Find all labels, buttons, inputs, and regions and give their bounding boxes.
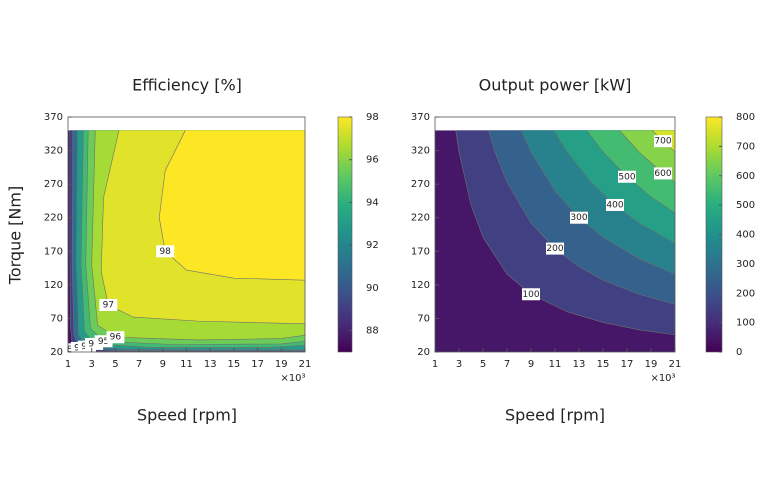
x-tick-label: 5 (112, 359, 118, 370)
x-tick-label: 1 (432, 359, 438, 370)
colorbar-tick-label: 200 (736, 288, 755, 299)
colorbar-tick-label: 98 (366, 112, 379, 123)
x-tick-label: 21 (299, 359, 312, 370)
contour-label-box (546, 242, 564, 255)
y-tick-label: 370 (44, 112, 63, 123)
y-tick-label: 170 (44, 246, 63, 257)
colorbar-tick-label: 0 (736, 347, 742, 358)
contour-label: 300 (570, 213, 587, 223)
colorbar-tick-label: 88 (366, 326, 379, 337)
contour-label: 100 (522, 290, 539, 300)
x-axis-label: Speed [rpm] (137, 406, 237, 425)
contour-label-box (606, 198, 624, 211)
contour-label: 500 (618, 172, 635, 182)
x-tick-label: 7 (136, 359, 142, 370)
y-tick-label: 170 (411, 246, 430, 257)
y-tick-label: 70 (50, 313, 63, 324)
colorbar (337, 116, 353, 353)
contour-label: 200 (546, 244, 563, 254)
contour-label: 95 (98, 337, 109, 347)
contour-label: 600 (654, 169, 671, 179)
contour-label: 700 (654, 137, 671, 147)
contour-band (159, 130, 305, 281)
y-tick-label: 320 (411, 146, 430, 157)
colorbar-tick-label: 400 (736, 230, 755, 241)
contour-label-box (654, 135, 672, 148)
contour-label: 98 (159, 247, 171, 257)
contour-label: 96 (110, 333, 122, 343)
y-tick-label: 270 (44, 179, 63, 190)
y-tick-label: 270 (411, 179, 430, 190)
contour-line (455, 130, 676, 336)
x-axis-label: Speed [rpm] (505, 406, 605, 425)
contour-label-box (522, 288, 540, 301)
colorbar-tick-label: 96 (366, 155, 379, 166)
x-tick-label: 13 (573, 359, 586, 370)
colorbar-tick-label: 90 (366, 283, 379, 294)
colorbar-tick-label: 300 (736, 259, 755, 270)
contour-label-box (106, 331, 125, 344)
x-tick-label: 11 (180, 359, 193, 370)
x-tick-label: 15 (597, 359, 610, 370)
x-tick-label: 17 (621, 359, 634, 370)
contour-label-box (618, 170, 636, 183)
contour-label-box (156, 245, 175, 258)
x-multiplier: ×10³ (650, 373, 675, 384)
colorbar-tick-label: 600 (736, 171, 755, 182)
chart-title: Efficiency [%] (132, 76, 242, 95)
y-tick-label: 20 (417, 347, 430, 358)
colorbar-tick-label: 700 (736, 141, 755, 152)
colorbar-tick-label: 500 (736, 200, 755, 211)
contour-label-box (654, 167, 672, 180)
x-tick-label: 19 (275, 359, 288, 370)
x-tick-label: 13 (204, 359, 217, 370)
x-tick-label: 9 (528, 359, 534, 370)
x-multiplier: ×10³ (280, 373, 305, 384)
y-tick-label: 370 (411, 112, 430, 123)
x-tick-label: 3 (89, 359, 95, 370)
x-tick-label: 3 (456, 359, 462, 370)
contour-label: 97 (103, 301, 114, 311)
chart-title: Output power [kW] (479, 76, 632, 95)
colorbar-tick-label: 94 (366, 197, 379, 208)
contour-label-box (570, 211, 588, 224)
y-tick-label: 20 (50, 347, 63, 358)
y-tick-label: 120 (44, 280, 63, 291)
colorbar-tick-label: 92 (366, 240, 379, 251)
x-tick-label: 15 (228, 359, 241, 370)
contour-label-box (99, 299, 118, 311)
y-tick-label: 220 (44, 213, 63, 224)
y-tick-label: 220 (411, 213, 430, 224)
contour-line (71, 130, 306, 352)
colorbar-tick-label: 800 (736, 112, 755, 123)
y-tick-label: 120 (411, 280, 430, 291)
contour-label: 400 (606, 200, 623, 210)
x-tick-label: 7 (504, 359, 510, 370)
x-tick-label: 21 (669, 359, 682, 370)
contour-line (553, 130, 676, 244)
y-axis-label: Torque [Nm] (6, 186, 25, 285)
x-tick-label: 5 (480, 359, 486, 370)
contour-line (69, 130, 306, 352)
x-tick-label: 1 (65, 359, 71, 370)
x-tick-label: 17 (251, 359, 264, 370)
y-tick-label: 70 (417, 313, 430, 324)
x-tick-label: 11 (549, 359, 562, 370)
y-tick-label: 320 (44, 146, 63, 157)
contour-label: 94 (88, 339, 100, 349)
x-tick-label: 19 (645, 359, 658, 370)
x-tick-label: 9 (160, 359, 166, 370)
colorbar-tick-label: 100 (736, 318, 755, 329)
